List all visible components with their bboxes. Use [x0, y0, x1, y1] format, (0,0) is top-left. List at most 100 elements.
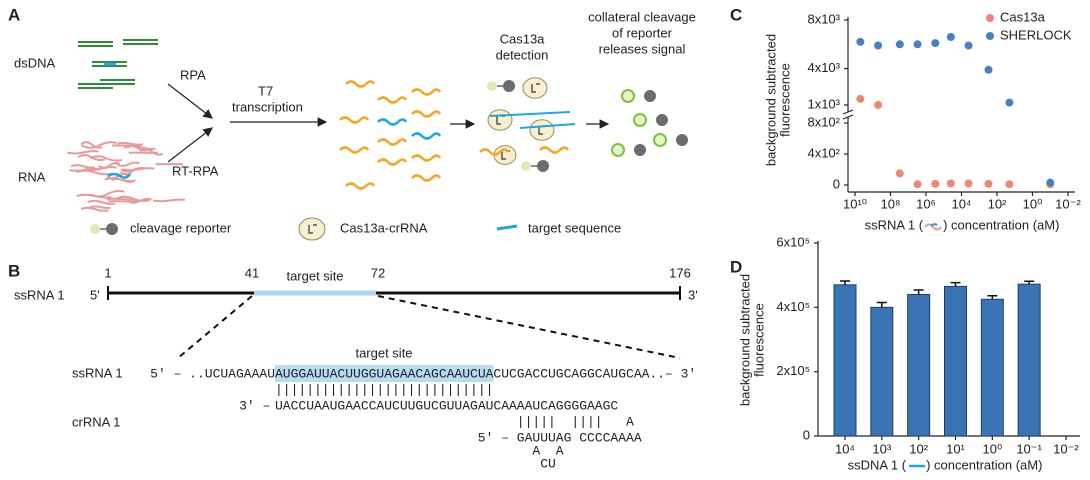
rna-transcript	[377, 118, 408, 126]
reporter-fluor	[634, 144, 646, 156]
rna-strand	[119, 167, 143, 176]
label: dsDNA	[14, 55, 56, 70]
sequence: ||||| ||||	[517, 414, 603, 429]
rna-strand	[87, 199, 116, 205]
x-tick-label: 10⁴	[835, 441, 855, 456]
x-axis-label: ssRNA 1 (	[865, 217, 924, 232]
x-tick-label: 10⁶	[916, 196, 936, 211]
y-tick-label: 4x10⁵	[776, 299, 810, 314]
signal-glow	[611, 143, 625, 157]
position: 176	[669, 265, 691, 280]
reporter-quencher	[487, 81, 497, 91]
bar	[833, 284, 857, 437]
data-point	[931, 179, 940, 188]
rna-transcript	[411, 132, 442, 140]
target-highlight	[275, 365, 494, 382]
sequence: ||||||||||||||||||||||||||||	[275, 382, 493, 397]
sequence: 5' – GAUUUAG CCCCAAAA	[478, 430, 642, 445]
y-axis-label: fluorescence	[777, 63, 792, 137]
rna-strand	[81, 141, 118, 149]
cas13a	[522, 77, 548, 99]
zoom-line	[377, 295, 681, 359]
sequence: CAAAAUCAGGGGAAGC	[493, 398, 618, 413]
x-axis-label: ssDNA 1 (	[848, 457, 907, 472]
target-sequence	[489, 111, 571, 117]
data-point	[946, 33, 955, 41]
target-sequence	[519, 123, 576, 129]
y-tick-label: 2x10⁵	[776, 363, 810, 378]
label: crRNA 1	[72, 414, 120, 429]
y-axis-label: background subtracted	[737, 274, 752, 406]
y-tick-label: 1x10³	[807, 96, 840, 111]
y-axis-label: fluorescence	[751, 303, 766, 377]
y-tick-label: 6x10⁵	[776, 234, 810, 249]
data-point	[1046, 178, 1055, 187]
rna-transcript	[539, 146, 570, 154]
label: detection	[496, 47, 549, 62]
x-axis-label: ) concentration (aM)	[943, 217, 1059, 232]
label: transcription	[232, 99, 303, 114]
x-tick-label: 10⁻²	[1053, 441, 1079, 456]
data-point	[874, 101, 883, 109]
panel-letter: A	[8, 5, 20, 24]
sequence: A A	[532, 443, 563, 458]
y-tick-label: 0	[803, 427, 810, 442]
legend-text: cleavage reporter	[130, 220, 232, 235]
sequence: UACCUAAUGAACCAUCUUGUCGUUAGAU	[275, 398, 493, 413]
rna-transcript	[411, 154, 442, 162]
cas13a	[298, 217, 326, 241]
label: 5'	[90, 287, 100, 302]
rna-transcript	[339, 116, 370, 124]
rna-transcript	[345, 80, 376, 88]
legend-marker	[986, 14, 994, 22]
y-tick-label: 8x10³	[807, 11, 840, 26]
error-bar	[950, 281, 961, 287]
error-bar	[1024, 280, 1035, 285]
rna-strand	[80, 141, 103, 149]
rna-strand	[152, 198, 186, 203]
legend-text: Cas13a-crRNA	[340, 220, 428, 235]
rna-strand	[104, 177, 136, 182]
icon-rna	[924, 223, 942, 231]
data-point	[856, 94, 865, 103]
bar	[1017, 283, 1041, 437]
rna-strand	[67, 150, 99, 155]
rna-strand	[116, 161, 140, 167]
legend-marker	[986, 32, 994, 40]
data-point	[1005, 180, 1014, 189]
rna-strand	[123, 144, 152, 152]
label: 3'	[688, 287, 698, 302]
axis-break	[842, 109, 854, 120]
rna-strand	[97, 161, 121, 169]
rna-strand	[106, 197, 134, 201]
rna-strand	[85, 166, 117, 171]
label: ssRNA 1	[14, 287, 65, 302]
label: ssRNA 1	[72, 365, 123, 380]
rna-strand	[115, 195, 150, 202]
bar	[980, 298, 1004, 437]
y-tick-label: 0	[833, 176, 840, 191]
sequence: 5' – ..UCUAGAAAU	[150, 366, 275, 381]
label: of reporter	[612, 25, 673, 40]
x-tick-label: 10⁻¹	[1016, 441, 1042, 456]
label: releases signal	[599, 41, 686, 56]
y-tick-label: 4x10³	[807, 60, 840, 75]
rna-strand	[90, 205, 111, 209]
panel-letter: D	[730, 257, 742, 276]
x-tick-label: 10⁸	[881, 196, 901, 211]
y-tick-label: 8x10²	[807, 114, 840, 129]
label: collateral cleavage	[588, 9, 696, 24]
x-axis-label: ) concentration (aM)	[926, 457, 1042, 472]
bar	[907, 293, 931, 437]
data-point	[984, 179, 993, 188]
zoom-line	[177, 295, 253, 359]
x-tick-label: 10⁻²	[1055, 196, 1081, 211]
y-tick-label: 4x10²	[807, 145, 840, 160]
legend-label: Cas13a	[1000, 9, 1046, 24]
data-point	[913, 40, 922, 49]
sequence: CU	[540, 456, 556, 471]
target-sequence	[496, 224, 518, 231]
sequence: A	[626, 414, 634, 429]
crrna	[308, 224, 317, 234]
reporter-quencher	[90, 224, 100, 234]
